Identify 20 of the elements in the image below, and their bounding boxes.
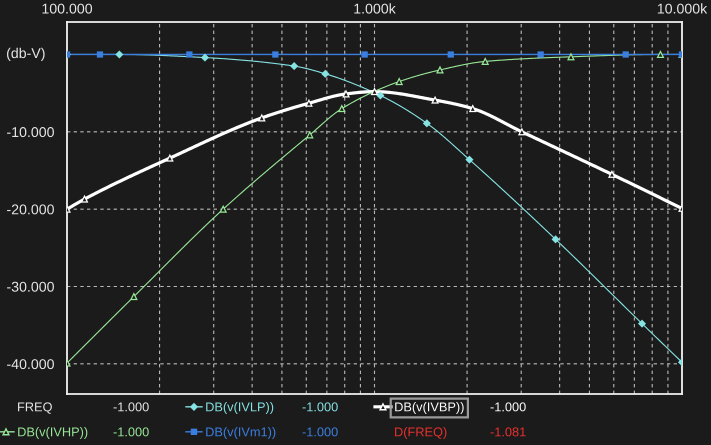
text: -1.000 <box>302 402 338 412</box>
x-tick-label: 1.000k <box>354 3 396 14</box>
y-tick-label: -40.000 <box>7 359 54 370</box>
x-tick-label: 10.000k <box>658 3 708 14</box>
legend-label: DB(v(IVm1)) <box>206 427 276 439</box>
text: -1.081 <box>490 427 526 436</box>
text: -1.000 <box>490 402 526 412</box>
y-axis-title: (db-V) <box>6 48 45 61</box>
x-tick-label: 100.000 <box>42 4 92 14</box>
text: -1.000 <box>302 427 338 436</box>
legend-label: DB(v(IVHP)) <box>18 427 88 439</box>
y-tick-label: -10.000 <box>7 127 54 138</box>
text: -1.000 <box>114 402 149 412</box>
text: FREQ <box>18 402 52 414</box>
legend-label: DB(v(IVBP)) <box>395 402 464 414</box>
y-tick-label: -30.000 <box>7 282 54 292</box>
legend-label: DB(v(IVLP)) <box>206 402 274 414</box>
text: -1.000 <box>114 427 149 436</box>
y-tick-label: -20.000 <box>7 204 54 214</box>
text: D(FREQ) <box>395 427 446 439</box>
